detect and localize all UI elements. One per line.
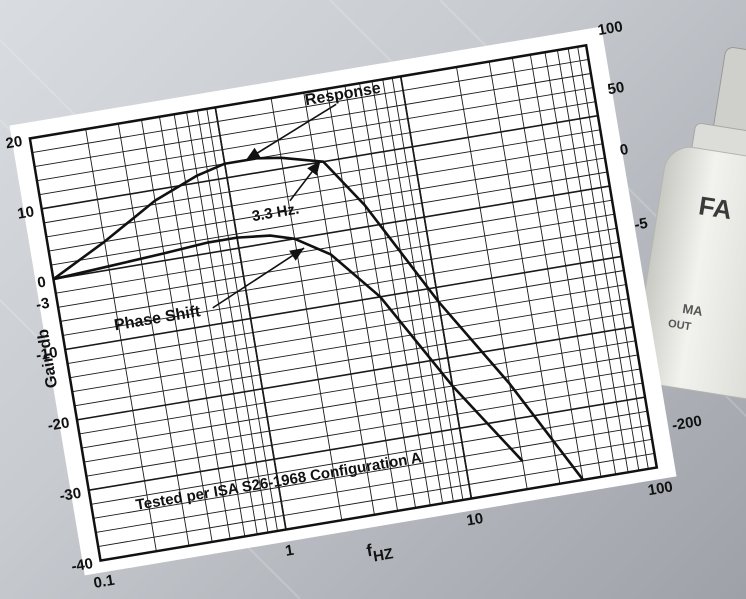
y-tick-label: 0 [36, 274, 47, 292]
grid-line-horizontal [50, 171, 608, 266]
plot-frame [28, 43, 659, 563]
grid-line-horizontal [88, 396, 646, 492]
grid-line-horizontal [65, 255, 622, 351]
grid-line-horizontal [81, 354, 639, 449]
grid-line-horizontal [60, 227, 617, 322]
chart-card: Tested per ISA S26-1968 Configuration A … [4, 18, 703, 592]
x-tick-label: 0.1 [92, 572, 115, 592]
grid-line-horizontal [46, 143, 603, 238]
x-tick-label: 1 [284, 542, 295, 560]
grid-line-horizontal [67, 270, 624, 365]
right-tick-minus-200: -200 [671, 413, 703, 435]
x-axis-title: fHZ [365, 537, 394, 566]
chart-paper [9, 26, 677, 576]
grid-line-horizontal [83, 368, 641, 463]
y-tick-label: 10 [16, 203, 35, 223]
grid-line-horizontal [43, 129, 601, 224]
right-tick-0: 0 [619, 141, 630, 159]
y-tick-label: -20 [47, 414, 71, 434]
annotation-arrowhead [307, 160, 321, 176]
device-label-text: MA [682, 301, 705, 319]
grid-line-horizontal [53, 185, 610, 280]
grid-line-horizontal [86, 382, 643, 477]
x-tick-label: 100 [647, 478, 674, 499]
response-curve [52, 156, 585, 481]
grid-line-horizontal [39, 101, 596, 196]
y-tick-label: 20 [4, 133, 23, 153]
chart-arrows [212, 103, 337, 309]
grid-line-horizontal [62, 241, 620, 336]
y-tick-label: -40 [70, 555, 94, 575]
annotation-arrow-line [245, 103, 337, 161]
annotation-arrowhead [245, 147, 261, 161]
right-tick-100: 100 [596, 18, 623, 39]
grid-line-horizontal [93, 424, 650, 519]
grid-line-horizontal [34, 73, 591, 168]
device-brand-text: FA [697, 190, 735, 225]
annotation-arrowhead [289, 248, 305, 261]
x-axis-title-main: f [365, 541, 374, 561]
grid-line-horizontal [95, 438, 653, 533]
grid-line-horizontal [91, 410, 648, 505]
grid-line-horizontal [79, 340, 636, 435]
y-tick-label: -3 [35, 295, 51, 314]
right-tick-minus-5: -5 [633, 215, 649, 234]
annotation-arrow-line [212, 247, 305, 309]
grid-line-horizontal [36, 87, 594, 182]
y-tick-label: -30 [58, 485, 82, 505]
device-output-text: OUT [667, 318, 692, 334]
y-tick-label: -10 [35, 344, 59, 364]
phase-shift-curve [53, 234, 524, 462]
right-tick-50: 50 [606, 79, 625, 99]
grid-line-horizontal [98, 452, 655, 547]
x-tick-label: 10 [465, 510, 484, 530]
grid-line-horizontal [55, 199, 613, 294]
transducer-device: FA MA OUT [633, 47, 746, 400]
grid-line-horizontal [69, 284, 627, 379]
grid-line-horizontal [48, 157, 606, 252]
grid-line-horizontal [72, 298, 629, 393]
device-body [633, 146, 746, 400]
chart-curves [52, 156, 585, 481]
grid-line-horizontal [32, 58, 589, 153]
x-axis-title-sub: HZ [372, 545, 395, 565]
grid-line-horizontal [76, 325, 634, 421]
grid-line-horizontal [74, 312, 631, 407]
